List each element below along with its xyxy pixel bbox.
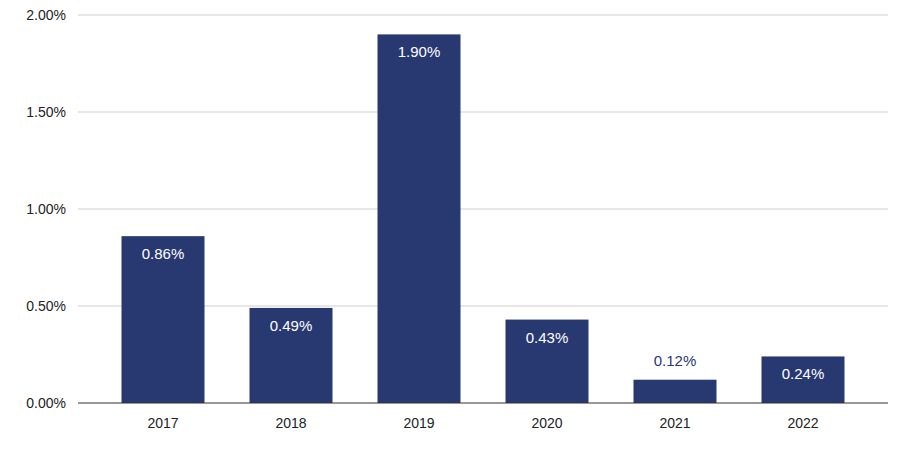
grid-line: [78, 112, 888, 113]
x-tick-label: 2020: [531, 415, 562, 431]
y-tick-label: 1.00%: [26, 201, 66, 217]
bar: [378, 34, 461, 403]
data-label: 0.86%: [142, 245, 185, 262]
chart-svg: 0.00% 0.50% 1.00% 1.50% 2.00% 0.86% 0.49% 1.90%…: [0, 0, 922, 455]
y-tick-label: 0.00%: [26, 395, 66, 411]
x-tick-label: 2017: [147, 415, 178, 431]
bar: [634, 380, 717, 403]
data-label: 1.90%: [398, 43, 441, 60]
x-tick-label: 2019: [403, 415, 434, 431]
x-tick-label: 2021: [659, 415, 690, 431]
data-label: 0.49%: [270, 317, 313, 334]
y-tick-label: 1.50%: [26, 104, 66, 120]
data-label: 0.43%: [526, 329, 569, 346]
bars: [122, 34, 845, 403]
y-tick-label: 2.00%: [26, 7, 66, 23]
x-tick-label: 2022: [787, 415, 818, 431]
grid-line: [78, 15, 888, 16]
x-tick-label: 2018: [275, 415, 306, 431]
data-label: 0.24%: [782, 365, 825, 382]
data-labels: 0.86% 0.49% 1.90% 0.43% 0.12% 0.24%: [142, 43, 825, 382]
y-tick-label: 0.50%: [26, 298, 66, 314]
data-label: 0.12%: [654, 352, 697, 369]
bar: [762, 356, 845, 403]
grid-line: [78, 209, 888, 210]
bar: [122, 236, 205, 403]
chart-container: 0.00% 0.50% 1.00% 1.50% 2.00% 0.86% 0.49% 1.90%…: [0, 0, 922, 455]
bar: [506, 320, 589, 403]
x-axis-line: [78, 402, 888, 403]
bar: [250, 308, 333, 403]
